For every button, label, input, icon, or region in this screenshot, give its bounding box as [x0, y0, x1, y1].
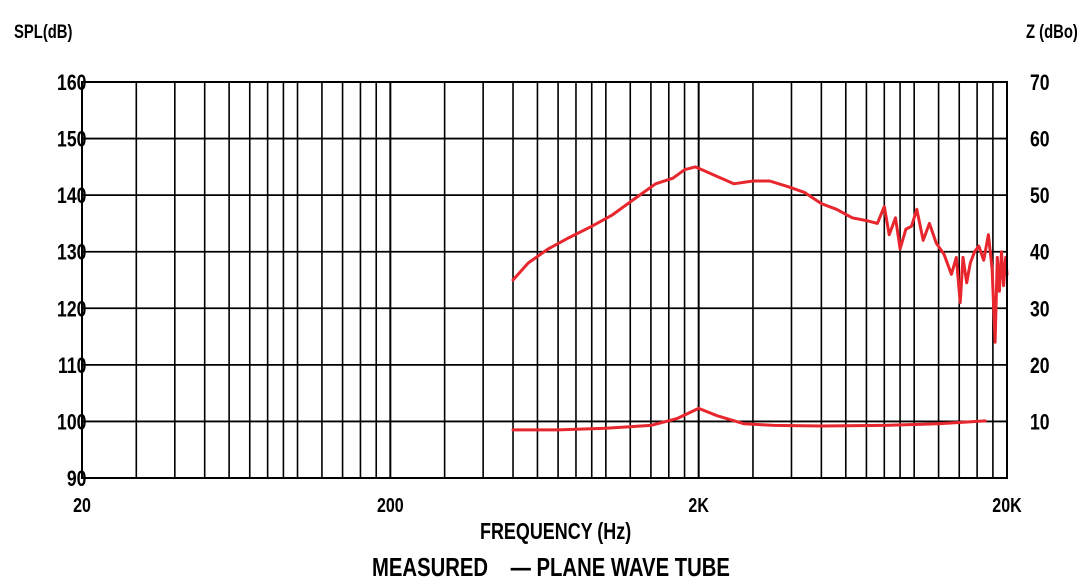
curves — [511, 165, 1009, 432]
right-axis-tick-label: 40 — [1030, 241, 1050, 265]
right-axis-tick-label: 20 — [1030, 354, 1050, 378]
x-axis-ticks: 20 200 2K 20K — [73, 494, 1022, 516]
impedance-curve — [511, 406, 987, 432]
grid — [82, 81, 1007, 479]
x-axis-label: FREQUENCY (Hz) — [480, 518, 632, 544]
plot-frame — [81, 81, 1008, 479]
right-axis-tick-label: 60 — [1030, 128, 1050, 152]
chart-caption: MEASURED — PLANE WAVE TUBE — [372, 552, 730, 582]
x-axis-tick-label: 20K — [992, 494, 1021, 516]
left-axis-label: SPL(dB) — [14, 22, 73, 43]
right-axis-tick-label: 70 — [1030, 71, 1050, 95]
right-axis-tick-label: 10 — [1030, 411, 1050, 435]
right-axis-tick-label: 50 — [1030, 184, 1050, 208]
left-axis-tick-label: 90 — [67, 467, 87, 491]
spl-curve — [511, 165, 1009, 344]
x-axis-tick-label: 20 — [73, 494, 91, 516]
x-axis-tick-label: 200 — [377, 494, 404, 516]
x-axis-tick-label: 2K — [688, 494, 708, 516]
right-axis-label: Z (dBo) — [1026, 22, 1078, 43]
right-axis-tick-label: 30 — [1030, 298, 1050, 322]
right-axis-ticks: 70 60 50 40 30 20 10 — [1030, 71, 1050, 435]
